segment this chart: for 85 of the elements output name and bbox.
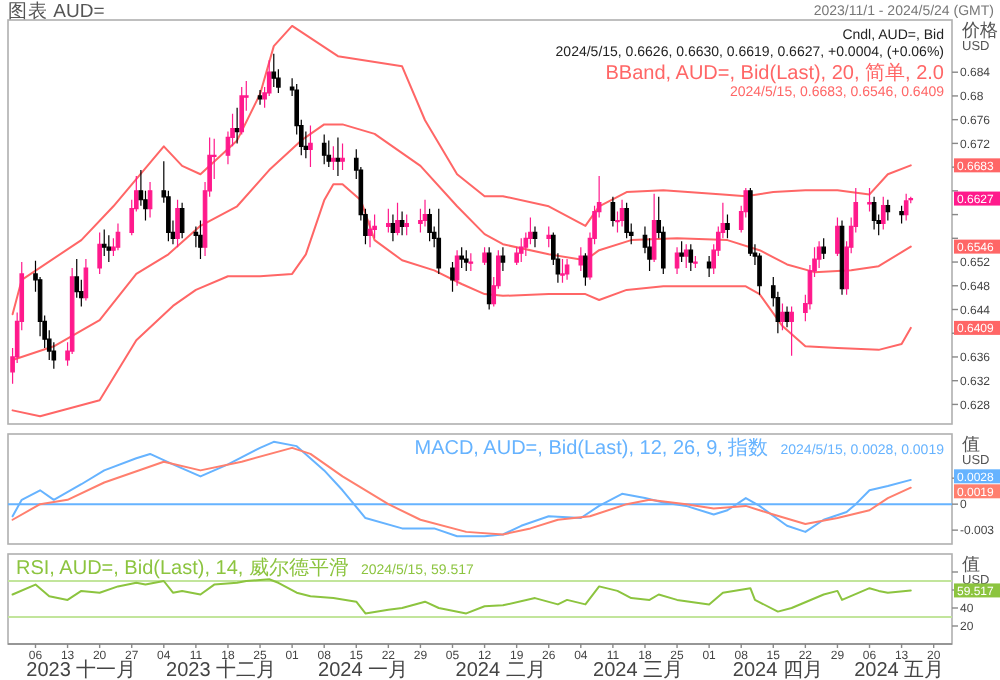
candlestick xyxy=(821,237,827,260)
candlestick xyxy=(271,53,277,88)
line-series xyxy=(11,123,912,361)
candlestick xyxy=(610,196,616,228)
text: 2024 三月 xyxy=(593,660,684,680)
candlestick xyxy=(427,208,432,242)
candlestick xyxy=(688,243,694,272)
candlestick xyxy=(390,213,396,242)
candlestick xyxy=(780,302,785,331)
candlestick xyxy=(234,107,240,144)
line-series xyxy=(11,183,912,418)
candlestick xyxy=(97,231,102,275)
candlestick xyxy=(386,208,391,233)
text: 2023 十一月 xyxy=(26,658,137,680)
candlestick xyxy=(871,196,877,231)
candlestick xyxy=(789,305,794,357)
candlestick xyxy=(546,225,552,248)
candlestick xyxy=(651,193,657,263)
candlestick xyxy=(518,237,524,263)
y-axis-title: 值 USD xyxy=(962,434,991,468)
candlestick xyxy=(331,145,336,171)
candlestick xyxy=(706,255,712,278)
candlestick xyxy=(560,258,565,284)
candlestick xyxy=(422,199,428,228)
candlestick xyxy=(115,222,121,251)
candlestick xyxy=(500,246,506,272)
candlestick xyxy=(418,208,423,233)
candlestick xyxy=(321,133,327,165)
candlestick xyxy=(404,213,409,236)
candlestick xyxy=(367,219,373,248)
candlestick xyxy=(683,243,689,269)
candlestick xyxy=(880,196,886,231)
candlestick xyxy=(372,213,377,239)
candlestick xyxy=(326,139,332,168)
candlestick xyxy=(624,202,629,239)
candlestick xyxy=(198,219,203,260)
candlestick xyxy=(395,202,400,236)
candlestick xyxy=(308,125,313,168)
candlestick xyxy=(903,193,909,222)
text: 2024 二月 xyxy=(455,660,546,680)
candlestick xyxy=(399,211,405,236)
text: 2023 十二月 xyxy=(166,658,277,680)
candlestick xyxy=(619,199,625,228)
candlestick xyxy=(835,216,840,257)
candlestick xyxy=(679,240,684,263)
candlestick xyxy=(179,202,185,239)
candlestick xyxy=(257,89,263,106)
candlestick xyxy=(674,246,680,275)
text: 2024 五月 xyxy=(854,660,945,680)
candlestick xyxy=(74,258,80,299)
candlestick xyxy=(899,205,904,225)
line-series xyxy=(11,578,912,615)
candlestick xyxy=(147,181,153,219)
text: 2024 一月 xyxy=(318,660,409,680)
candlestick xyxy=(436,208,442,275)
candlestick xyxy=(578,246,584,272)
candlestick xyxy=(784,305,790,328)
candlestick xyxy=(468,252,474,272)
chart-title: 图表 AUD= xyxy=(8,0,106,23)
candlestick xyxy=(106,234,112,263)
candlestick xyxy=(757,252,762,296)
candlestick xyxy=(450,261,455,293)
text: BBand, AUD=, Bid(Last), 20, 简单, 2.0 xyxy=(605,61,945,85)
candlestick xyxy=(463,249,469,272)
candlestick xyxy=(885,199,891,222)
candlestick xyxy=(340,142,345,171)
candlestick xyxy=(867,187,872,213)
candlestick xyxy=(514,246,519,266)
candlestick xyxy=(693,255,698,269)
candlestick xyxy=(532,225,538,248)
candlestick xyxy=(583,252,588,287)
text: 2024 四月 xyxy=(732,660,823,680)
candlestick xyxy=(725,213,730,239)
candlestick xyxy=(748,187,753,257)
candlestick xyxy=(486,246,492,311)
y-axis-title: 价格 USD xyxy=(960,20,998,54)
candlestick xyxy=(564,258,570,281)
candlestick xyxy=(459,246,464,269)
candlestick xyxy=(454,249,460,287)
candlestick xyxy=(175,199,180,248)
candlestick xyxy=(816,240,822,269)
candlestick xyxy=(239,86,245,136)
candlestick xyxy=(101,228,107,257)
candlestick xyxy=(335,136,341,177)
candlestick xyxy=(482,246,487,266)
